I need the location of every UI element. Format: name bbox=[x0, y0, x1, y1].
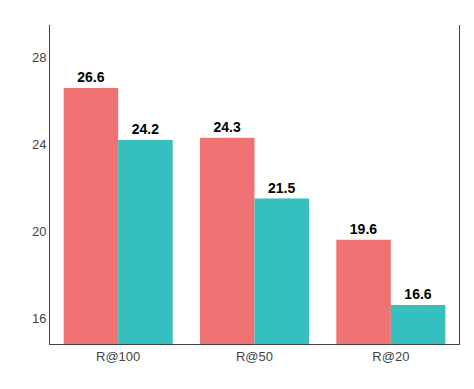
svg-text:24: 24 bbox=[32, 137, 46, 152]
svg-text:26.6: 26.6 bbox=[77, 69, 104, 85]
svg-text:R@20: R@20 bbox=[372, 349, 409, 364]
svg-text:24.2: 24.2 bbox=[132, 121, 159, 137]
svg-text:24.3: 24.3 bbox=[214, 119, 241, 135]
svg-text:28: 28 bbox=[32, 50, 46, 65]
svg-text:R@100: R@100 bbox=[96, 349, 140, 364]
svg-text:21.5: 21.5 bbox=[268, 180, 295, 196]
svg-text:19.6: 19.6 bbox=[350, 221, 377, 237]
svg-text:16.6: 16.6 bbox=[404, 286, 431, 302]
svg-text:R@50: R@50 bbox=[236, 349, 273, 364]
svg-text:20: 20 bbox=[32, 224, 46, 239]
svg-text:16: 16 bbox=[32, 311, 46, 326]
